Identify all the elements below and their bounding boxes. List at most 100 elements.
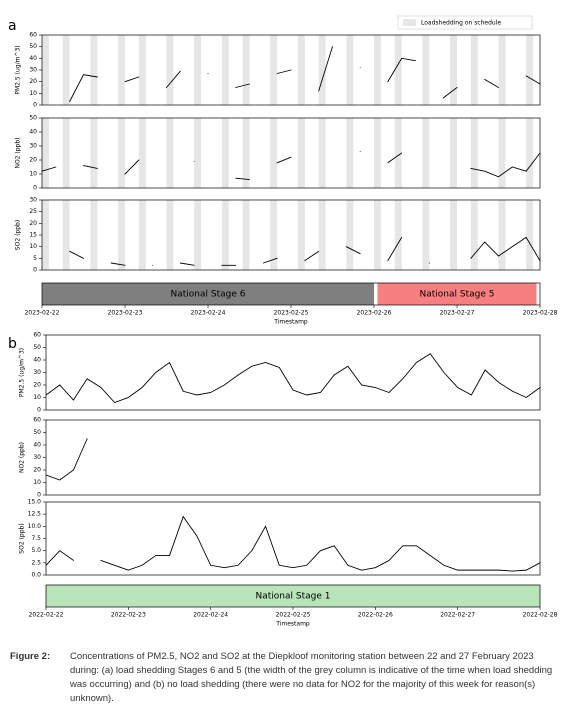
y-tick-label: 40 — [33, 442, 41, 449]
plot-frame — [45, 501, 541, 576]
caption: Figure 2: Concentrations of PM2.5, NO2 a… — [10, 650, 558, 706]
shading-column — [118, 118, 125, 188]
shading-column — [270, 200, 278, 270]
shading-column — [242, 35, 250, 105]
x-tick-label: 2022-02-28 — [523, 612, 558, 619]
x-tick-label: 2023-02-28 — [523, 310, 558, 317]
shading-column — [42, 118, 49, 188]
shading-column — [194, 35, 202, 105]
stage-label: National Stage 6 — [171, 290, 246, 300]
shading-column — [318, 118, 326, 188]
shading-column — [270, 35, 278, 105]
plot-frame — [41, 117, 541, 189]
shading-column — [498, 118, 506, 188]
shading-column — [297, 200, 305, 270]
y-tick-label: 12.5 — [28, 511, 42, 518]
shading-column — [450, 118, 457, 188]
shading-column — [297, 35, 305, 105]
y-tick-label: 60 — [29, 32, 37, 39]
shading-column — [318, 200, 326, 270]
shading-column — [422, 35, 430, 105]
plot-frame — [41, 34, 541, 106]
y-tick-label: 20 — [29, 78, 37, 85]
shading-column — [346, 200, 354, 270]
y-axis-label: NO2 (ppb) — [15, 137, 22, 168]
y-tick-label: 30 — [29, 67, 37, 74]
legend-box — [397, 15, 533, 30]
shading-column — [318, 35, 326, 105]
y-axis-label: PM2.5 (ug/m^3) — [15, 45, 22, 94]
shading-column — [470, 118, 478, 188]
y-tick-label: 20 — [29, 220, 37, 227]
plot-frame — [41, 199, 541, 271]
x-tick-label: 2022-02-27 — [440, 612, 475, 619]
legend-label: Loadshedding on schedule — [421, 20, 501, 27]
x-tick-label: 2023-02-27 — [440, 310, 475, 317]
shading-column — [346, 118, 354, 188]
plot-area — [46, 502, 540, 575]
shading-column — [90, 35, 98, 105]
y-tick-label: 60 — [33, 332, 41, 339]
y-tick-label: 2.5 — [31, 559, 41, 566]
y-axis-label: PM2.5 (ug/m^3) — [19, 348, 26, 397]
y-tick-label: 30 — [29, 143, 37, 150]
plot-area — [42, 118, 540, 188]
shading-column — [374, 118, 381, 188]
shading-column — [90, 118, 98, 188]
y-tick-label: 50 — [33, 429, 41, 436]
y-tick-label: 10 — [33, 394, 41, 401]
y-tick-label: 0 — [33, 267, 37, 274]
y-tick-label: 7.5 — [31, 535, 41, 542]
shading-column — [221, 200, 229, 270]
y-tick-label: 50 — [29, 43, 37, 50]
shading-column — [346, 35, 354, 105]
shading-column — [470, 200, 478, 270]
y-tick-label: 10 — [29, 171, 37, 178]
x-axis-label: Timestamp — [275, 621, 310, 628]
y-axis-label: NO2 (ppb) — [19, 442, 26, 473]
stage-label: National Stage 5 — [420, 290, 495, 300]
y-tick-label: 30 — [33, 369, 41, 376]
shading-column — [62, 35, 70, 105]
stage-bar — [46, 585, 540, 607]
x-axis-label: Timestamp — [273, 319, 308, 326]
shading-column — [166, 35, 174, 105]
plot-area — [42, 200, 540, 270]
y-tick-label: 10.0 — [28, 523, 42, 530]
y-tick-label: 0 — [37, 407, 41, 414]
data-line — [41, 151, 541, 181]
shading-column — [297, 118, 305, 188]
y-tick-label: 30 — [33, 454, 41, 461]
data-line — [45, 353, 541, 404]
y-tick-label: 15.0 — [28, 499, 42, 506]
shading-column — [374, 35, 381, 105]
y-tick-label: 40 — [29, 55, 37, 62]
shading-column — [221, 35, 229, 105]
shading-column — [62, 200, 70, 270]
shading-column — [422, 200, 430, 270]
shading-column — [270, 118, 278, 188]
y-tick-label: 20 — [33, 382, 41, 389]
y-tick-label: 5.0 — [31, 547, 41, 554]
caption-text: Concentrations of PM2.5, NO2 and SO2 at … — [70, 651, 553, 704]
y-tick-label: 0 — [37, 492, 41, 499]
y-axis-label: SO2 (ppb) — [15, 220, 22, 250]
x-tick-label: 2023-02-26 — [357, 310, 392, 317]
data-line — [45, 438, 88, 481]
plot-area — [46, 420, 540, 495]
x-tick-label: 2023-02-23 — [108, 310, 143, 317]
legend-swatch — [403, 19, 416, 26]
y-tick-label: 60 — [33, 417, 41, 424]
y-tick-label: 25 — [29, 208, 37, 215]
x-tick-label: 2022-02-26 — [358, 612, 393, 619]
shading-column — [498, 35, 506, 105]
shading-column — [118, 200, 125, 270]
panel-label: b — [8, 336, 17, 352]
y-tick-label: 0 — [33, 185, 37, 192]
shading-column — [242, 118, 250, 188]
shading-column — [422, 118, 430, 188]
y-tick-label: 20 — [33, 467, 41, 474]
shading-column — [526, 35, 534, 105]
y-tick-label: 10 — [33, 479, 41, 486]
